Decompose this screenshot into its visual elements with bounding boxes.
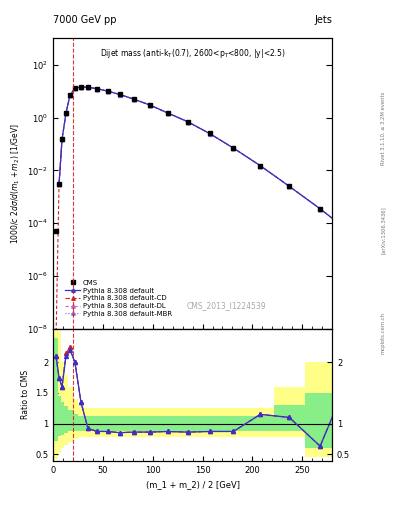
CMS xyxy=(165,110,170,116)
CMS xyxy=(73,85,77,91)
CMS xyxy=(64,110,68,116)
Text: 7000 GeV pp: 7000 GeV pp xyxy=(53,14,117,25)
Line: CMS: CMS xyxy=(53,84,393,240)
CMS xyxy=(105,88,110,94)
CMS xyxy=(231,145,236,151)
CMS xyxy=(86,84,90,91)
Text: [arXiv:1306.3436]: [arXiv:1306.3436] xyxy=(381,206,386,254)
CMS xyxy=(68,92,72,98)
CMS xyxy=(318,206,323,212)
Text: CMS_2013_I1224539: CMS_2013_I1224539 xyxy=(186,301,266,310)
CMS xyxy=(54,228,59,234)
Text: Jets: Jets xyxy=(314,14,332,25)
Text: mcplots.cern.ch: mcplots.cern.ch xyxy=(381,312,386,354)
CMS xyxy=(258,163,263,169)
CMS xyxy=(60,136,64,142)
CMS xyxy=(287,183,292,189)
Text: Rivet 3.1.10, ≥ 3.2M events: Rivet 3.1.10, ≥ 3.2M events xyxy=(381,91,386,165)
Text: Dijet mass (anti-k$_\mathregular{T}$(0.7), 2600<p$_\mathregular{T}$<800, |y|<2.5: Dijet mass (anti-k$_\mathregular{T}$(0.7… xyxy=(100,47,285,60)
Y-axis label: Ratio to CMS: Ratio to CMS xyxy=(20,370,29,419)
CMS xyxy=(79,84,83,90)
Legend: CMS, Pythia 8.308 default, Pythia 8.308 default-CD, Pythia 8.308 default-DL, Pyt: CMS, Pythia 8.308 default, Pythia 8.308 … xyxy=(62,277,175,319)
Y-axis label: $1000/c\ 2d\sigma/d(m_1 + m_2)\ [1/\mathrm{GeV}]$: $1000/c\ 2d\sigma/d(m_1 + m_2)\ [1/\math… xyxy=(9,123,22,244)
CMS xyxy=(95,86,99,92)
X-axis label: (m_1 + m_2) / 2 [GeV]: (m_1 + m_2) / 2 [GeV] xyxy=(145,480,240,489)
CMS xyxy=(147,102,152,108)
CMS xyxy=(352,232,356,238)
CMS xyxy=(185,119,190,125)
CMS xyxy=(131,96,136,102)
CMS xyxy=(118,92,122,98)
CMS xyxy=(207,131,212,137)
CMS xyxy=(57,181,61,187)
CMS xyxy=(389,234,393,240)
